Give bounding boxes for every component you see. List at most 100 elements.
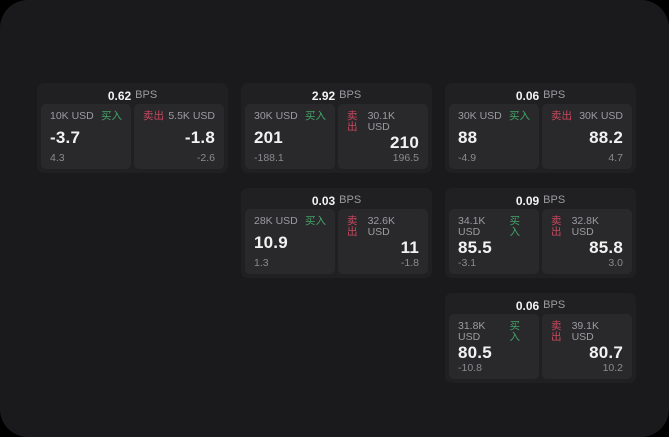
sell-label: 卖出 [551, 110, 572, 122]
sell-size: 39.1K USD [571, 320, 600, 343]
buy-panel[interactable]: 10K USD 买入 -3.7 4.3 [41, 104, 131, 169]
sell-panel[interactable]: 卖出 30K USD 88.2 4.7 [542, 104, 632, 169]
sell-panel-top: 卖出 39.1K USD [551, 321, 623, 342]
card-body: 31.8K USD 买入 80.5 -10.8 卖出 39.1K USD 80.… [449, 314, 632, 379]
buy-delta: -4.9 [458, 151, 477, 164]
quote-card: 0.03 BPS 28K USD 买入 10.9 1.3 卖出 32.6K US… [241, 188, 432, 278]
sell-price: 85.8 [589, 237, 623, 257]
sell-label: 卖出 [551, 320, 562, 343]
sell-panel[interactable]: 卖出 39.1K USD 80.7 10.2 [542, 314, 632, 379]
sell-price: 88.2 [589, 127, 623, 147]
sell-label: 卖出 [143, 110, 164, 122]
card-header: 0.09 BPS [449, 192, 632, 209]
sell-delta: 4.7 [608, 151, 623, 164]
sell-size: 32.8K USD [571, 215, 600, 238]
buy-label: 买入 [305, 110, 326, 122]
bps-unit-label: BPS [543, 299, 566, 311]
buy-size: 34.1K USD [458, 215, 486, 238]
sell-price: 210 [390, 132, 419, 152]
sell-delta: -2.6 [196, 151, 215, 164]
bps-value: 0.09 [515, 193, 540, 208]
sell-size: 5.5K USD [168, 110, 215, 122]
sell-delta: -1.8 [400, 256, 419, 269]
buy-price: 201 [254, 127, 283, 147]
sell-price: -1.8 [184, 127, 215, 147]
buy-panel[interactable]: 31.8K USD 买入 80.5 -10.8 [449, 314, 539, 379]
sell-label: 卖出 [551, 215, 562, 238]
card-header: 0.62 BPS [41, 87, 224, 104]
buy-panel-top: 31.8K USD 买入 [458, 321, 530, 342]
buy-size: 30K USD [458, 110, 502, 122]
sell-price: 11 [400, 237, 419, 257]
sell-panel-top: 卖出 32.6K USD [347, 216, 419, 237]
sell-panel[interactable]: 卖出 32.8K USD 85.8 3.0 [542, 209, 632, 274]
buy-panel[interactable]: 28K USD 买入 10.9 1.3 [245, 209, 335, 274]
sell-delta: 196.5 [392, 151, 419, 164]
bps-unit-label: BPS [135, 89, 158, 101]
sell-panel-top: 卖出 30K USD [551, 111, 623, 122]
buy-size: 30K USD [254, 110, 298, 122]
buy-panel[interactable]: 30K USD 买入 88 -4.9 [449, 104, 539, 169]
bps-value: 2.92 [311, 88, 336, 103]
bps-value: 0.06 [515, 298, 540, 313]
bps-unit-label: BPS [543, 194, 566, 206]
sell-label: 卖出 [347, 110, 358, 133]
bps-value: 0.62 [107, 88, 132, 103]
buy-delta: -188.1 [254, 151, 284, 164]
bps-value: 0.03 [311, 193, 336, 208]
sell-size: 30.1K USD [367, 110, 396, 133]
sell-panel[interactable]: 卖出 5.5K USD -1.8 -2.6 [134, 104, 224, 169]
buy-size: 28K USD [254, 215, 298, 227]
card-body: 30K USD 买入 88 -4.9 卖出 30K USD 88.2 4.7 [449, 104, 632, 169]
quote-card: 0.06 BPS 31.8K USD 买入 80.5 -10.8 卖出 39.1… [445, 293, 636, 383]
buy-price: 10.9 [254, 232, 288, 252]
buy-panel[interactable]: 34.1K USD 买入 85.5 -3.1 [449, 209, 539, 274]
quote-card: 0.62 BPS 10K USD 买入 -3.7 4.3 卖出 5.5K USD [37, 83, 228, 173]
sell-panel-top: 卖出 32.8K USD [551, 216, 623, 237]
card-body: 28K USD 买入 10.9 1.3 卖出 32.6K USD 11 -1.8 [245, 209, 428, 274]
card-body: 30K USD 买入 201 -188.1 卖出 30.1K USD 210 1… [245, 104, 428, 169]
bps-unit-label: BPS [339, 89, 362, 101]
card-header: 0.06 BPS [449, 297, 632, 314]
buy-label: 买入 [509, 320, 520, 343]
buy-label: 买入 [509, 110, 530, 122]
buy-label: 买入 [101, 110, 122, 122]
sell-panel-top: 卖出 5.5K USD [143, 111, 215, 122]
sell-size: 30K USD [579, 110, 623, 122]
sell-size: 32.6K USD [367, 215, 396, 238]
sell-panel[interactable]: 卖出 30.1K USD 210 196.5 [338, 104, 428, 169]
quote-grid: 0.62 BPS 10K USD 买入 -3.7 4.3 卖出 5.5K USD [37, 83, 636, 383]
buy-label: 买入 [509, 215, 520, 238]
sell-delta: 10.2 [602, 361, 623, 374]
buy-panel-top: 30K USD 买入 [254, 111, 326, 122]
buy-price: -3.7 [50, 127, 81, 147]
buy-panel-top: 34.1K USD 买入 [458, 216, 530, 237]
quote-card: 0.09 BPS 34.1K USD 买入 85.5 -3.1 卖出 32.8K… [445, 188, 636, 278]
buy-delta: 1.3 [254, 256, 269, 269]
sell-label: 卖出 [347, 215, 358, 238]
quote-card: 0.06 BPS 30K USD 买入 88 -4.9 卖出 30K USD [445, 83, 636, 173]
quote-card: 2.92 BPS 30K USD 买入 201 -188.1 卖出 30.1K … [241, 83, 432, 173]
card-header: 2.92 BPS [245, 87, 428, 104]
buy-label: 买入 [305, 215, 326, 227]
buy-price: 85.5 [458, 237, 492, 257]
card-header: 0.06 BPS [449, 87, 632, 104]
buy-panel[interactable]: 30K USD 买入 201 -188.1 [245, 104, 335, 169]
sell-price: 80.7 [589, 342, 623, 362]
bps-value: 0.06 [515, 88, 540, 103]
buy-price: 88 [458, 127, 478, 147]
buy-delta: -3.1 [458, 256, 477, 269]
sell-panel-top: 卖出 30.1K USD [347, 111, 419, 132]
buy-delta: 4.3 [50, 151, 65, 164]
buy-size: 10K USD [50, 110, 94, 122]
buy-panel-top: 30K USD 买入 [458, 111, 530, 122]
sell-delta: 3.0 [608, 256, 623, 269]
sell-panel[interactable]: 卖出 32.6K USD 11 -1.8 [338, 209, 428, 274]
card-header: 0.03 BPS [245, 192, 428, 209]
buy-size: 31.8K USD [458, 320, 486, 343]
buy-delta: -10.8 [458, 361, 482, 374]
buy-panel-top: 10K USD 买入 [50, 111, 122, 122]
bps-unit-label: BPS [543, 89, 566, 101]
bps-unit-label: BPS [339, 194, 362, 206]
